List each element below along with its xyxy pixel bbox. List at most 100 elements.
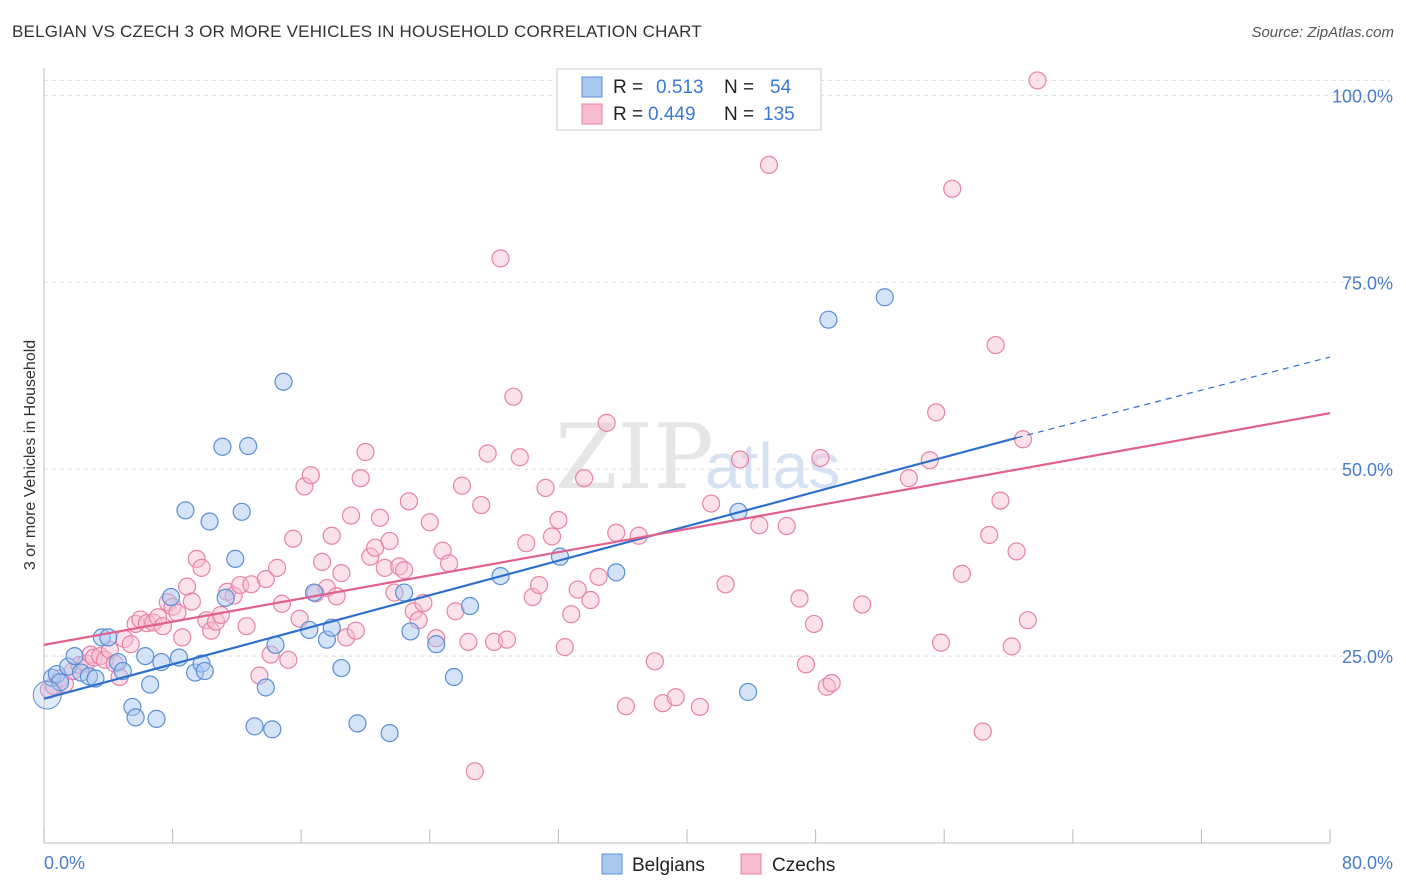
bottom-legend-swatch-belgians xyxy=(601,853,623,875)
czechs-point xyxy=(459,632,478,651)
czechs-point xyxy=(607,523,626,542)
belgians-point xyxy=(460,596,480,616)
y-tick-label: 50.0% xyxy=(1342,460,1393,480)
czechs-point xyxy=(173,628,192,647)
legend-r-value-belgians: 0.513 xyxy=(656,77,704,98)
czechs-point xyxy=(149,608,168,627)
belgians-point xyxy=(239,436,258,456)
belgians-trend-extension xyxy=(1016,356,1331,439)
czechs-point xyxy=(943,179,962,198)
czechs-point xyxy=(931,633,951,652)
legend-box: R = 0.513 N = 54 R = 0.449 N = 135 xyxy=(556,68,822,131)
chart-title: BELGIAN VS CZECH 3 OR MORE VEHICLES IN H… xyxy=(12,22,702,41)
czechs-point xyxy=(341,506,361,525)
belgians-point xyxy=(304,583,324,602)
czechs-point xyxy=(702,494,721,513)
belgians-point xyxy=(50,673,70,692)
czechs-point xyxy=(84,648,103,667)
czechs-point xyxy=(980,525,999,545)
belgians-point xyxy=(875,288,894,307)
czechs-point xyxy=(555,638,574,657)
legend-n-value-czechs: 135 xyxy=(763,104,795,125)
czechs-point xyxy=(491,249,510,268)
czechs-point xyxy=(568,580,587,599)
belgians-point xyxy=(147,709,166,728)
czechs-point xyxy=(1013,430,1033,449)
czechs-point xyxy=(645,652,664,671)
y-axis-label: 3 or more Vehicles in Household xyxy=(22,340,39,570)
czechs-point xyxy=(267,558,287,577)
czechs-point xyxy=(439,554,459,573)
belgians-point xyxy=(738,682,758,702)
belgians-point xyxy=(195,661,214,681)
belgians-point xyxy=(200,512,219,531)
czechs-point xyxy=(1007,542,1026,561)
czechs-point xyxy=(497,630,517,649)
belgians-point xyxy=(126,708,145,727)
belgians-point xyxy=(226,549,245,569)
czechs-point xyxy=(811,448,830,468)
belgians-point xyxy=(113,661,132,681)
czechs-point xyxy=(472,495,491,515)
bottom-legend-swatch-czechs xyxy=(740,853,762,875)
czechs-point xyxy=(796,655,816,674)
czechs-point xyxy=(973,722,992,741)
czechs-point xyxy=(991,491,1010,510)
czechs-point xyxy=(375,558,394,577)
czechs-point xyxy=(351,469,370,488)
czechs-point xyxy=(822,673,841,693)
czechs-point xyxy=(182,592,201,611)
czechs-point xyxy=(716,575,735,594)
czechs-point xyxy=(542,527,562,546)
czechs-point xyxy=(337,628,356,647)
tick-labels: 25.0% 50.0% 75.0% 100.0% 0.0% 80.0% xyxy=(44,86,1393,873)
legend-swatch-czechs xyxy=(581,103,603,125)
legend-swatch-belgians xyxy=(581,76,603,98)
czechs-point xyxy=(1018,611,1037,630)
x-tick-label: 80.0% xyxy=(1342,853,1393,873)
czechs-point xyxy=(730,450,750,469)
legend-n-label-czechs: N = xyxy=(724,104,754,125)
czechs-point xyxy=(465,762,484,781)
czechs-point xyxy=(202,621,221,640)
belgians-point xyxy=(819,310,838,329)
czechs-point xyxy=(510,448,529,467)
belgians-point xyxy=(216,588,235,607)
trend-lines xyxy=(43,356,1331,700)
belgians-point xyxy=(380,723,399,743)
czechs-point xyxy=(420,513,439,532)
legend-r-value-czechs: 0.449 xyxy=(648,104,696,125)
belgians-point xyxy=(213,437,232,456)
bottom-legend-label-belgians: Belgians xyxy=(632,855,705,876)
czechs-point xyxy=(790,589,809,608)
czechs-point xyxy=(361,547,380,566)
czechs-point xyxy=(192,558,211,577)
czechs-point xyxy=(504,387,523,406)
legend-n-label-belgians: N = xyxy=(724,77,754,98)
czechs-point xyxy=(690,697,709,717)
belgians-point xyxy=(161,587,181,607)
belgians-point xyxy=(136,646,155,666)
czechs-point xyxy=(562,605,581,624)
czechs-point xyxy=(517,534,536,553)
czechs-point xyxy=(399,492,419,511)
belgians-trend-line xyxy=(43,436,1017,700)
czechs-point xyxy=(804,614,824,634)
czechs-point xyxy=(1028,71,1047,90)
czechs-point xyxy=(986,335,1005,355)
belgians-point xyxy=(232,502,251,521)
czechs-point xyxy=(279,650,298,669)
czechs-trend-line xyxy=(43,412,1331,646)
czechs-point xyxy=(237,617,256,636)
legend-r-label-belgians: R = xyxy=(613,77,643,98)
bottom-legend-label-czechs: Czechs xyxy=(772,855,835,876)
czechs-point xyxy=(322,526,341,545)
czechs-point xyxy=(581,590,600,610)
czechs-point xyxy=(597,413,616,432)
czechs-point xyxy=(853,595,872,614)
czechs-point xyxy=(549,510,568,530)
czechs-point xyxy=(256,569,275,589)
belgians-point xyxy=(245,717,264,736)
x-tick-label: 0.0% xyxy=(44,853,85,873)
